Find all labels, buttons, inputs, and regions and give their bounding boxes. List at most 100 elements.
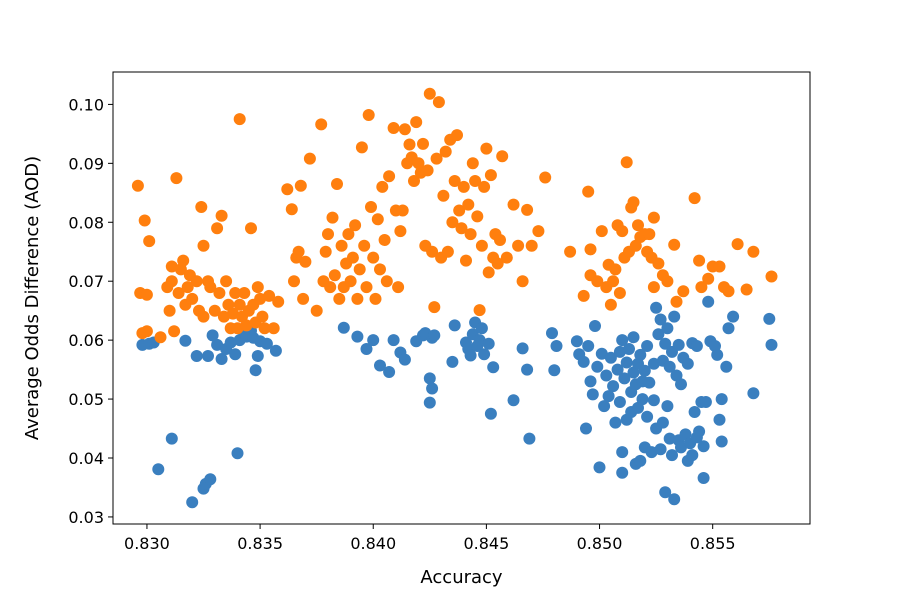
data-point bbox=[233, 298, 246, 311]
data-point bbox=[609, 263, 622, 276]
data-point bbox=[351, 330, 364, 343]
data-point bbox=[600, 369, 613, 382]
data-point bbox=[396, 204, 409, 217]
data-point bbox=[299, 255, 312, 268]
data-point bbox=[346, 251, 359, 264]
data-point bbox=[613, 345, 626, 358]
data-point bbox=[367, 251, 380, 264]
plot-frame bbox=[112, 71, 811, 525]
data-point bbox=[686, 449, 699, 462]
data-point bbox=[747, 387, 760, 400]
data-point bbox=[695, 281, 708, 294]
data-point bbox=[204, 281, 217, 294]
data-point bbox=[353, 263, 366, 276]
data-point bbox=[478, 180, 491, 193]
data-point bbox=[165, 275, 178, 288]
data-point bbox=[211, 338, 224, 351]
data-point bbox=[168, 325, 181, 338]
data-point bbox=[202, 350, 214, 362]
data-point bbox=[598, 400, 611, 413]
x-axis-label: Accuracy bbox=[420, 567, 503, 588]
data-point bbox=[288, 275, 300, 288]
y-tick-label: 0.10 bbox=[68, 95, 104, 114]
data-point bbox=[360, 281, 373, 294]
x-tick-label: 0.845 bbox=[463, 534, 509, 553]
data-point bbox=[426, 245, 439, 258]
data-point bbox=[455, 222, 468, 235]
data-point bbox=[195, 201, 208, 213]
data-point bbox=[740, 283, 753, 296]
data-point bbox=[507, 394, 520, 407]
data-point bbox=[186, 292, 199, 305]
data-point bbox=[143, 235, 156, 248]
data-point bbox=[374, 359, 386, 372]
data-point bbox=[249, 364, 262, 377]
data-point bbox=[507, 198, 520, 211]
data-point bbox=[251, 281, 264, 294]
data-point bbox=[636, 393, 649, 406]
data-point bbox=[453, 204, 466, 217]
data-point bbox=[577, 289, 590, 302]
data-point bbox=[672, 338, 685, 351]
data-point bbox=[586, 388, 599, 401]
data-point bbox=[170, 172, 183, 185]
data-point bbox=[494, 234, 506, 246]
data-point bbox=[546, 327, 558, 340]
data-point bbox=[491, 257, 504, 270]
data-point bbox=[362, 109, 375, 121]
data-point bbox=[722, 322, 735, 335]
data-point bbox=[661, 322, 674, 335]
data-point bbox=[215, 353, 228, 365]
data-point bbox=[344, 275, 357, 288]
data-point bbox=[532, 225, 545, 238]
data-point bbox=[652, 257, 665, 270]
data-point bbox=[580, 422, 592, 435]
data-point bbox=[512, 239, 525, 252]
data-point bbox=[138, 214, 151, 227]
data-point bbox=[211, 222, 224, 235]
data-point bbox=[661, 400, 674, 413]
data-point bbox=[702, 295, 715, 308]
data-point bbox=[647, 357, 660, 370]
y-axis-ticks: 0.03 0.04 0.05 0.06 0.07 0.08 0.09 0.10 bbox=[68, 95, 113, 527]
data-point bbox=[720, 360, 733, 373]
data-point bbox=[374, 263, 386, 276]
data-point bbox=[482, 266, 495, 279]
data-point bbox=[423, 87, 436, 100]
data-point bbox=[697, 440, 710, 453]
data-point bbox=[417, 137, 429, 150]
data-point bbox=[632, 219, 644, 232]
x-tick-label: 0.830 bbox=[124, 534, 170, 553]
data-point bbox=[582, 340, 595, 352]
data-point bbox=[229, 348, 242, 361]
data-point bbox=[403, 138, 416, 151]
data-point bbox=[593, 461, 606, 474]
data-point bbox=[426, 382, 439, 395]
data-point bbox=[627, 331, 640, 344]
data-point bbox=[331, 178, 343, 190]
data-point bbox=[213, 287, 226, 299]
data-point bbox=[324, 281, 337, 294]
data-point bbox=[480, 142, 493, 155]
data-point bbox=[430, 152, 443, 165]
data-point bbox=[747, 245, 760, 258]
data-point bbox=[675, 441, 687, 454]
data-point bbox=[609, 416, 622, 429]
data-point bbox=[206, 329, 219, 342]
data-point bbox=[451, 129, 463, 142]
data-point bbox=[446, 355, 459, 368]
data-point bbox=[623, 343, 635, 355]
y-tick-label: 0.08 bbox=[68, 213, 104, 232]
data-point bbox=[351, 292, 364, 305]
x-tick-label: 0.850 bbox=[577, 534, 623, 553]
data-point bbox=[627, 196, 640, 209]
data-point bbox=[333, 292, 346, 305]
data-point bbox=[548, 364, 561, 377]
data-point bbox=[668, 493, 681, 506]
data-point bbox=[269, 344, 282, 357]
data-point bbox=[613, 396, 626, 408]
data-point bbox=[699, 396, 712, 408]
data-point bbox=[702, 272, 715, 285]
data-point bbox=[521, 203, 534, 216]
data-point bbox=[584, 243, 597, 256]
